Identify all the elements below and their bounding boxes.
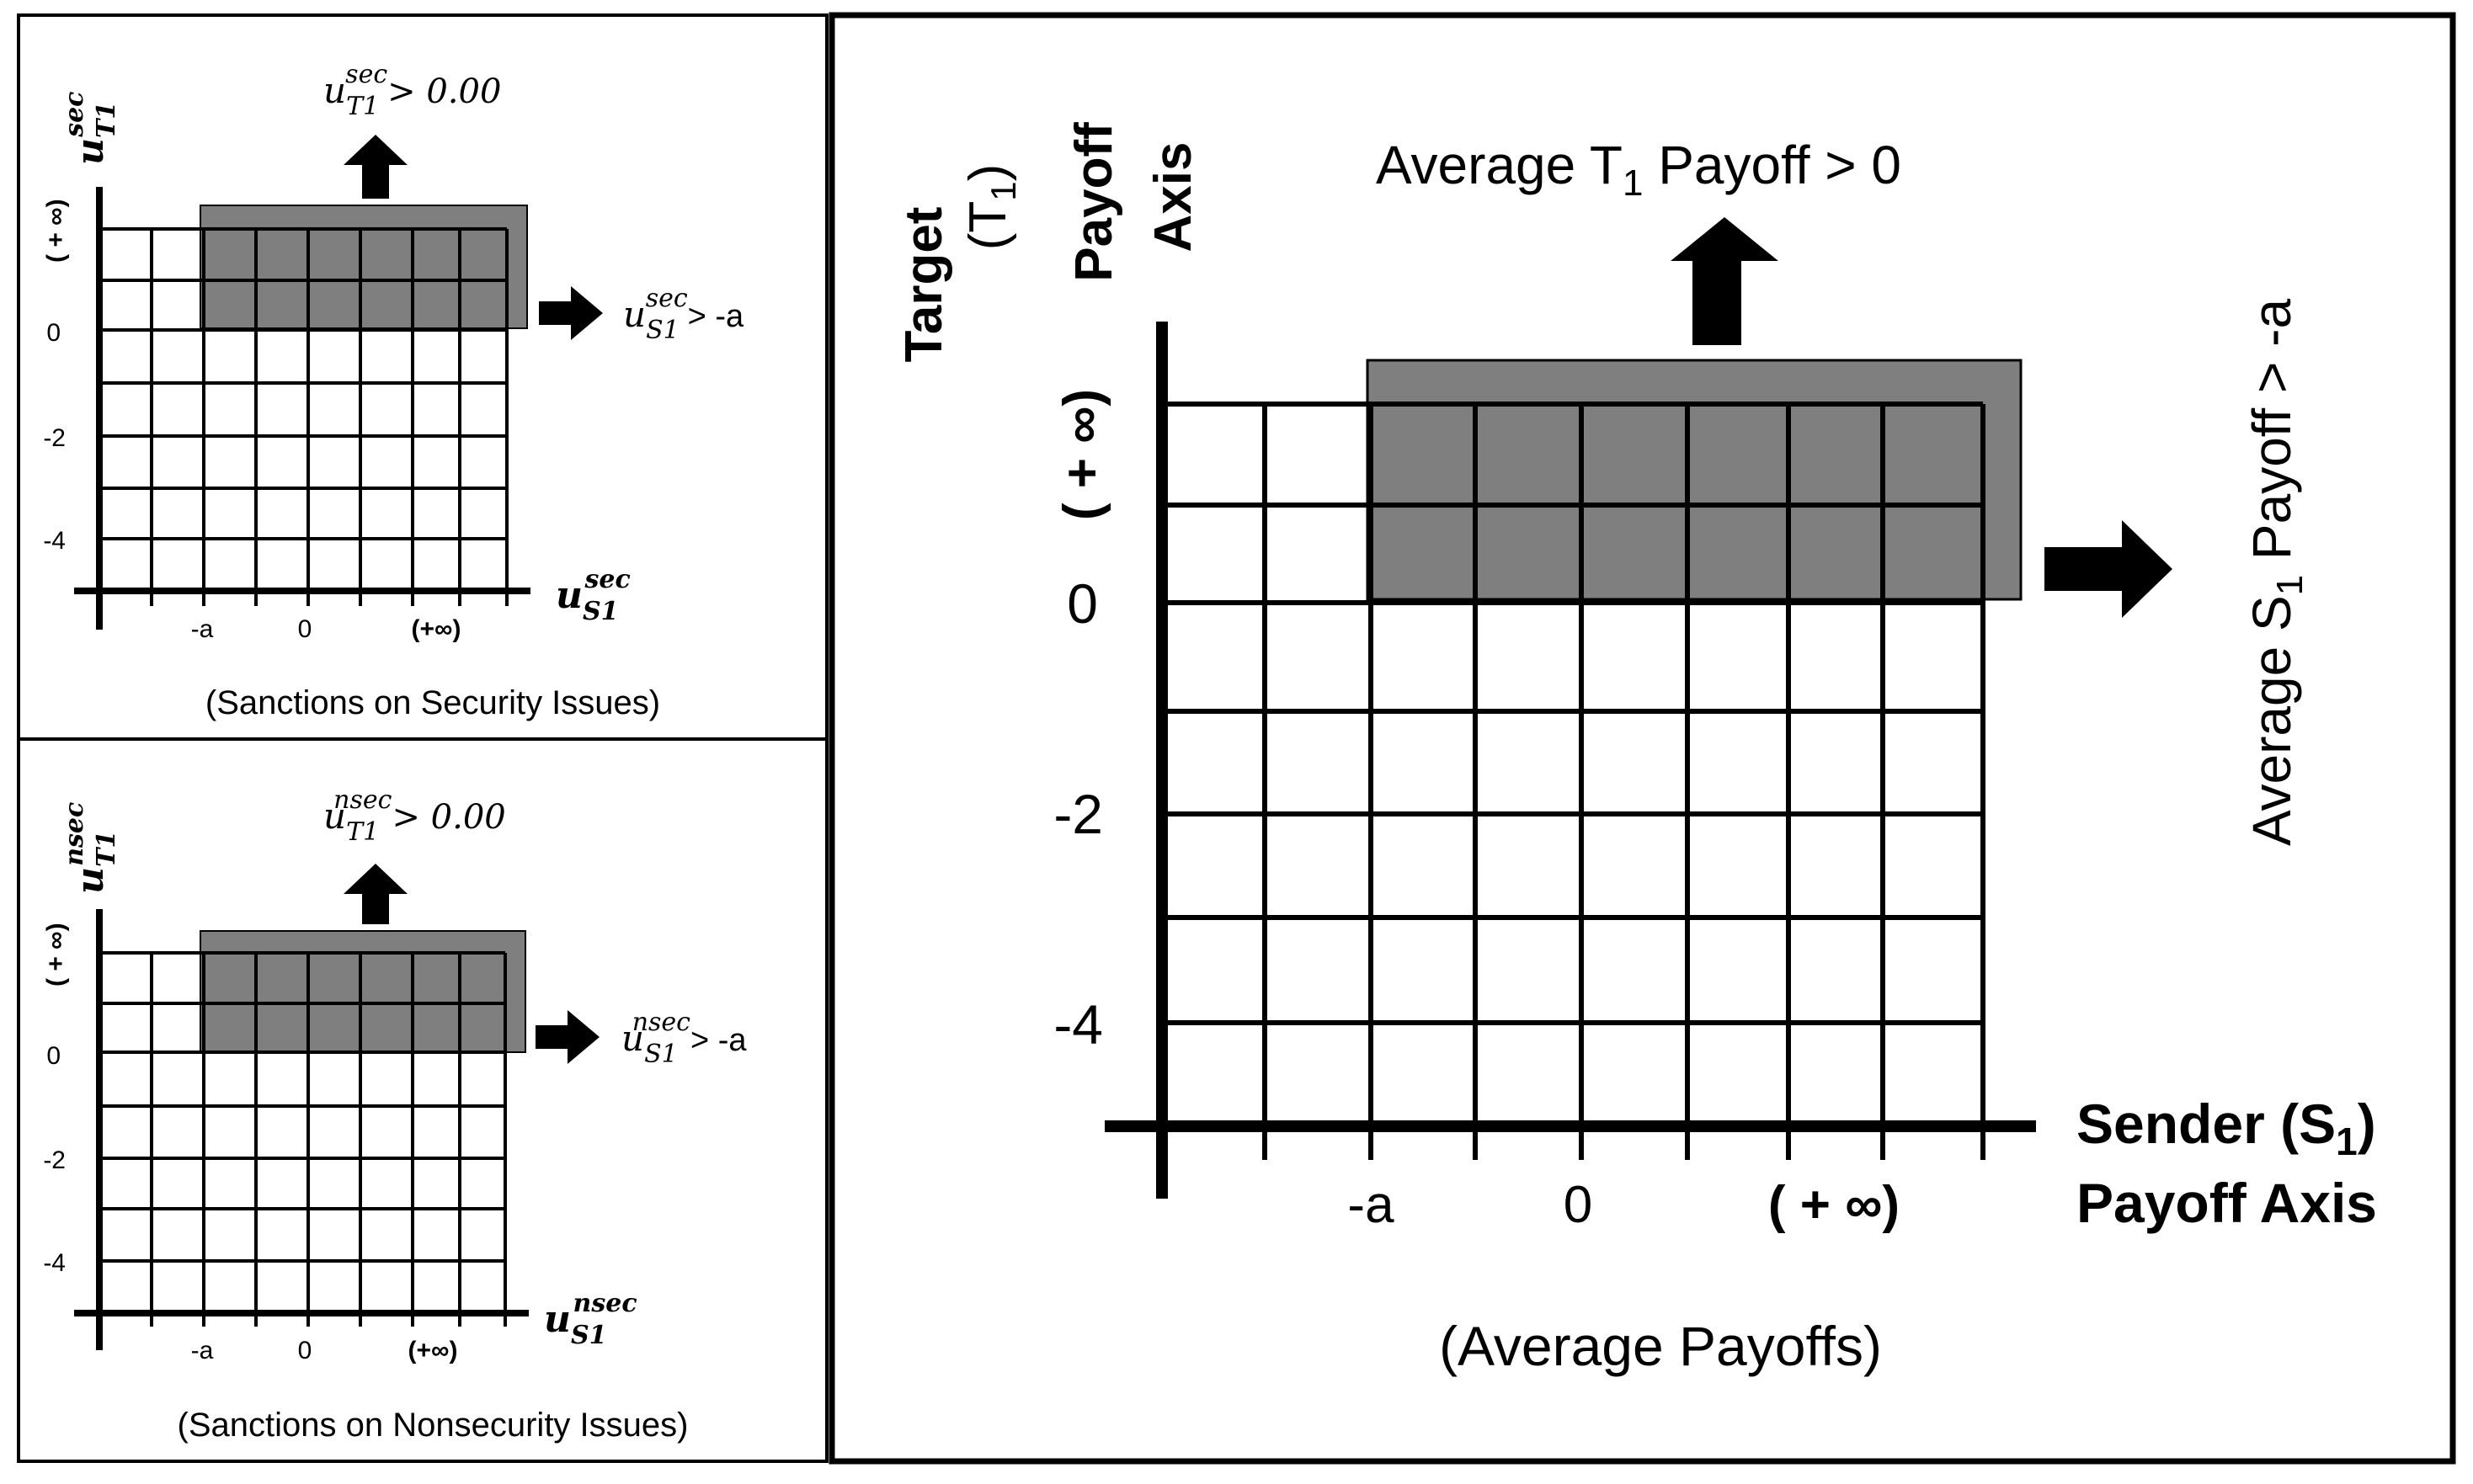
security-x-tick-label: (+∞) (412, 615, 461, 643)
security-right-condition: uS1sec> -a (623, 284, 744, 345)
average-caption: (Average Payoffs) (1439, 1315, 1882, 1377)
nonsecurity-y-tick-label: -2 (43, 1146, 66, 1174)
security-x-tick-label: 0 (298, 615, 312, 643)
average-right-condition: Average S1 Payoff > -a (2241, 299, 2310, 846)
security-caption: (Sanctions on Security Issues) (205, 684, 660, 721)
average-x-axis-title: Sender (S1) (2076, 1093, 2376, 1163)
nonsecurity-panel-frame (17, 737, 829, 1463)
nonsecurity-caption: (Sanctions on Nonsecurity Issues) (178, 1407, 689, 1444)
average-x-tick-label: ( + ∞) (1768, 1176, 1900, 1234)
average-y-axis-title: Axis (1144, 142, 1202, 253)
nonsecurity-x-axis-label: uS1nsec (544, 1289, 637, 1350)
security-shaded-region (200, 205, 528, 329)
security-y-tick-label: -2 (43, 424, 66, 452)
average-x-tick-label: 0 (1564, 1176, 1592, 1234)
average-y-tick-label: 0 (1067, 572, 1098, 635)
average-panel-frame (829, 12, 2456, 1465)
average-shaded-region (1366, 359, 2023, 601)
average-y-axis-title: Target (895, 207, 953, 363)
nonsecurity-up-arrow (344, 864, 408, 924)
nonsecurity-panel: uT1nsec ( + ∞) 0 -2 -4 -a 0 (+∞) uS1nsec… (42, 785, 747, 1444)
security-grid (99, 227, 509, 606)
nonsecurity-x-tick-label: (+∞) (408, 1337, 458, 1364)
nonsecurity-y-axis-label: uT1nsec (60, 802, 121, 894)
average-grid (1160, 402, 1985, 1160)
average-y-tick-label: -2 (1053, 783, 1103, 845)
security-up-arrow (344, 135, 408, 199)
security-top-condition: uT1sec> 0.00 (323, 60, 501, 121)
nonsecurity-y-tick-label: -4 (43, 1249, 66, 1277)
security-y-infinity-label: ( + ∞) (42, 199, 70, 263)
security-y-tick-label: -4 (43, 527, 66, 555)
security-right-arrow (539, 286, 603, 340)
nonsecurity-right-arrow (536, 1010, 600, 1064)
average-x-tick-label: -a (1347, 1176, 1394, 1234)
nonsecurity-top-condition: uT1nsec> 0.00 (323, 785, 506, 847)
average-top-condition: Average T1 Payoff > 0 (1376, 135, 1901, 204)
average-y-tick-label: -4 (1053, 993, 1103, 1056)
security-x-tick-label: -a (191, 615, 214, 643)
security-panel: uT1sec ( + ∞) 0 -2 -4 -a 0 (+∞) uS1sec u… (42, 60, 744, 721)
average-right-arrow (2044, 520, 2172, 618)
nonsecurity-shaded-region (200, 930, 526, 1053)
average-x-axis-title: Payoff Axis (2076, 1172, 2377, 1234)
nonsecurity-right-condition: uS1nsec> -a (621, 1008, 747, 1069)
security-y-tick-label: 0 (46, 319, 61, 347)
average-y-axis-title: Payoff (1065, 122, 1123, 282)
nonsecurity-y-tick-label: 0 (46, 1042, 61, 1070)
nonsecurity-grid (99, 951, 507, 1327)
average-panel: Target (T1) Payoff Axis ( + ∞) 0 -2 -4 -… (895, 122, 2377, 1377)
security-x-axis-label: uS1sec (556, 565, 631, 626)
average-y-axis-title: (T1) (959, 164, 1023, 251)
nonsecurity-x-tick-label: 0 (298, 1337, 312, 1364)
security-y-axis-label: uT1sec (60, 92, 121, 165)
nonsecurity-y-infinity-label: ( + ∞) (42, 923, 70, 987)
nonsecurity-x-tick-label: -a (191, 1337, 214, 1364)
average-up-arrow (1671, 217, 1778, 345)
average-y-infinity-label: ( + ∞) (1053, 389, 1111, 520)
